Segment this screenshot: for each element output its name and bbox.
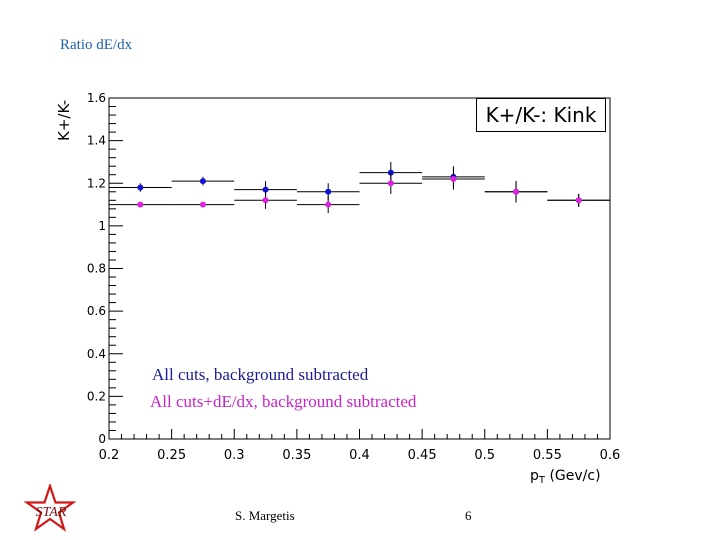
y-tick-label: 0.2 [87,389,106,403]
x-tick-label: 0.5 [474,448,495,463]
data-point [199,178,206,185]
y-tick-label: 0.4 [87,347,106,361]
star-icon [24,484,76,532]
x-tick-label: 0.55 [533,448,562,463]
chart-title-box: K+/K-: Kink [476,98,606,132]
y-tick-label: 1.6 [87,91,106,105]
x-axis-label-units: (Gev/c) [545,468,601,484]
footer-page-number: 6 [465,508,472,523]
y-tick-label: 0 [98,432,106,446]
legend-entry-all-cuts: All cuts, background subtracted [152,365,369,384]
chart-title: K+/K-: Kink [485,103,597,127]
data-point [325,188,332,195]
star-logo: STAR [24,484,76,532]
x-tick-label: 0.2 [99,448,120,463]
x-axis-label: pT (Gev/c) [530,468,601,486]
x-tick-label: 0.25 [157,448,186,463]
data-point [450,175,457,182]
y-tick-label: 0.8 [87,262,106,276]
data-point [262,197,269,204]
x-axis-label-sub: T [538,475,546,486]
y-tick-label: 1.4 [87,134,106,148]
x-tick-label: 0.35 [282,448,311,463]
data-point [387,180,394,187]
legend-entry-dedx: All cuts+dE/dx, background subtracted [150,392,417,411]
data-point [199,201,206,208]
data-point [575,197,582,204]
y-tick-label: 1 [98,219,106,233]
y-tick-label: 1.2 [87,176,106,190]
data-point [137,184,144,191]
data-point [137,201,144,208]
data-point [262,186,269,193]
x-tick-label: 0.4 [349,448,370,463]
series-2 [109,168,610,214]
plot-frame [108,97,611,440]
star-logo-text: STAR [36,505,67,520]
x-axis-label-main: p [530,468,539,484]
y-tick-label: 0.6 [87,304,106,318]
slide-title: Ratio dE/dx [60,37,133,53]
data-point [325,201,332,208]
data-point [513,188,520,195]
x-tick-label: 0.6 [600,448,621,463]
x-tick-label: 0.3 [224,448,245,463]
series-1 [109,161,610,207]
footer-author: S. Margetis [235,508,295,523]
x-tick-label: 0.45 [408,448,437,463]
